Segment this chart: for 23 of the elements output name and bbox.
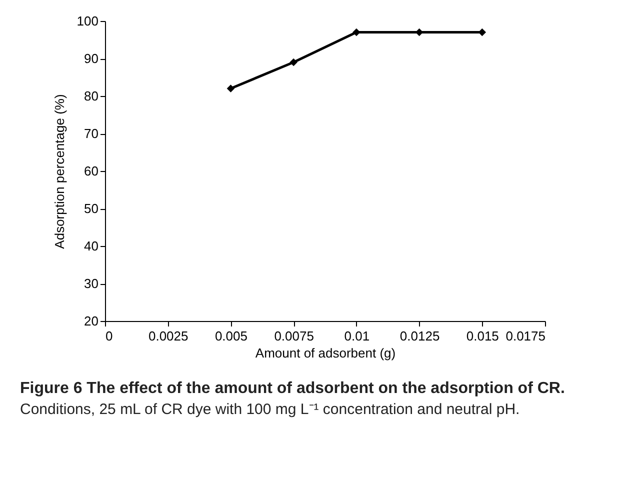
x-tick-label: 0.0075 <box>274 328 314 344</box>
y-tick-label: 40 <box>84 238 98 254</box>
point <box>290 58 298 66</box>
y-tick-label: 90 <box>84 51 98 66</box>
x-tick-label: 0.005 <box>214 328 248 344</box>
y-axis-title: Adsorption percentage (%) <box>52 94 67 249</box>
text: Figure 6 The effect of the amount of adsorbent on the adsorption of CR. <box>20 380 565 397</box>
y-tick-label: 100 <box>76 14 98 28</box>
y-tick-label: 60 <box>84 164 98 178</box>
text: Conditions, 25 mL of CR dye with 100 mg L⁻¹ concentration and neutral pH. <box>20 401 520 418</box>
y-tick-label: 70 <box>84 126 98 141</box>
x-tick-label: 0.01 <box>344 328 370 344</box>
point <box>226 84 235 92</box>
y-tick-label: 30 <box>84 276 98 291</box>
x-tick-label: 0 <box>106 328 113 344</box>
x-tick-label: 0.015 <box>466 328 499 344</box>
x-tick-label: 0.0025 <box>148 328 188 344</box>
x-tick-label: 0.0175 <box>506 328 546 344</box>
x-tick-label: 0.0125 <box>400 328 440 344</box>
y-tick-label: 50 <box>84 201 98 216</box>
x-axis-title: Amount of adsorbent (g) <box>255 346 396 360</box>
y-tick-label: 20 <box>84 314 98 328</box>
y-tick-label: 80 <box>84 88 98 104</box>
